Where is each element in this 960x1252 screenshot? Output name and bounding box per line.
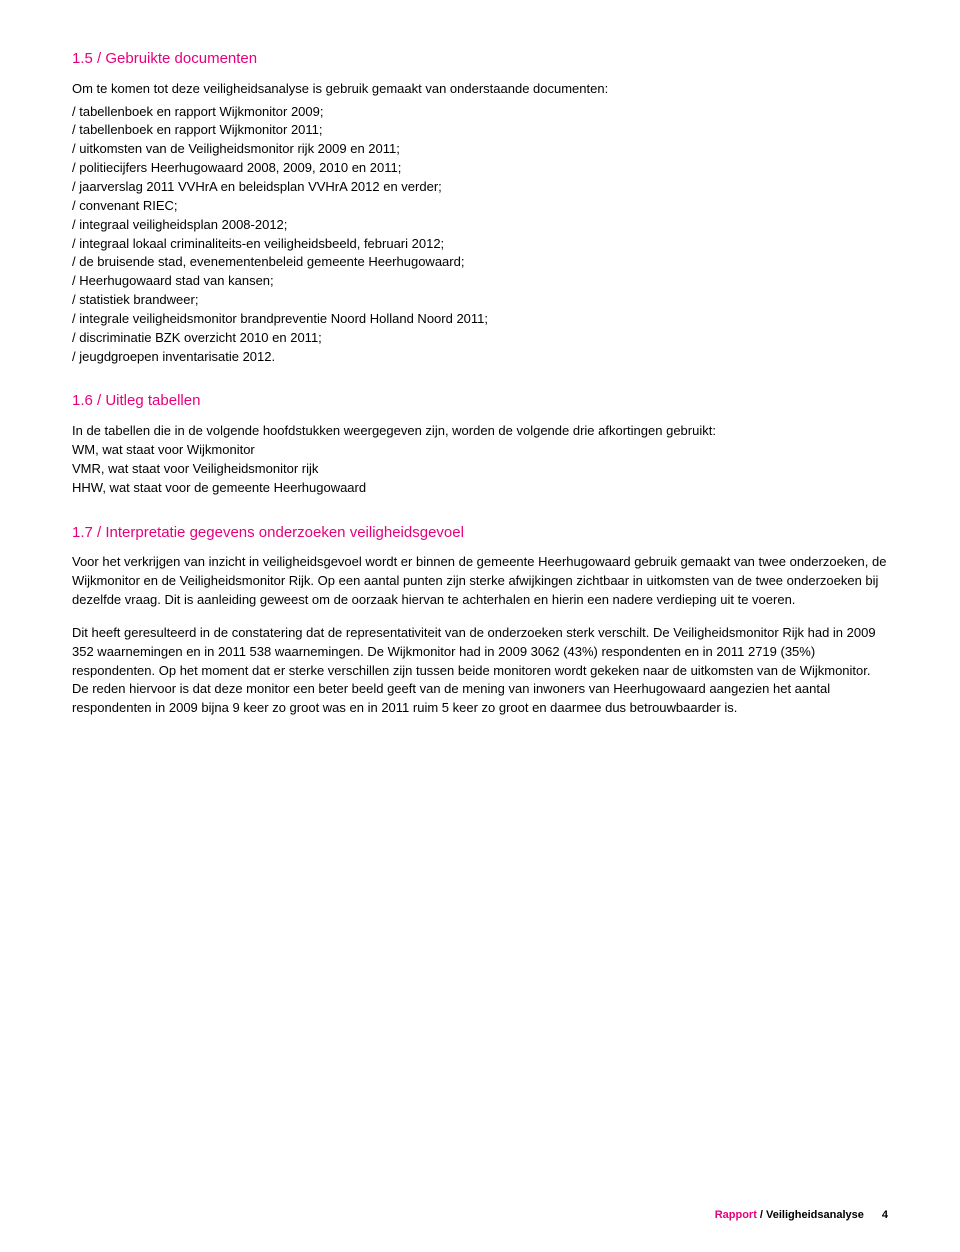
list-item: de bruisende stad, evenementenbeleid gem… <box>72 253 888 272</box>
body-paragraph: Dit heeft geresulteerd in de constaterin… <box>72 624 888 718</box>
list-item: convenant RIEC; <box>72 197 888 216</box>
list-item: tabellenboek en rapport Wijkmonitor 2011… <box>72 121 888 140</box>
body-paragraph: Voor het verkrijgen van inzicht in veili… <box>72 553 888 610</box>
list-item: integraal veiligheidsplan 2008-2012; <box>72 216 888 235</box>
section-intro: Om te komen tot deze veiligheidsanalyse … <box>72 80 888 99</box>
section-uitleg-tabellen: 1.6 / Uitleg tabellen In de tabellen die… <box>72 390 888 497</box>
document-list: tabellenboek en rapport Wijkmonitor 2009… <box>72 103 888 367</box>
list-item: uitkomsten van de Veiligheidsmonitor rij… <box>72 140 888 159</box>
list-item: jeugdgroepen inventarisatie 2012. <box>72 348 888 367</box>
list-item: jaarverslag 2011 VVHrA en beleidsplan VV… <box>72 178 888 197</box>
definition-line: VMR, wat staat voor Veiligheidsmonitor r… <box>72 460 888 479</box>
section-heading: 1.7 / Interpretatie gegevens onderzoeken… <box>72 522 888 544</box>
list-item: Heerhugowaard stad van kansen; <box>72 272 888 291</box>
section-gebruikte-documenten: 1.5 / Gebruikte documenten Om te komen t… <box>72 48 888 366</box>
section-heading: 1.6 / Uitleg tabellen <box>72 390 888 412</box>
definition-line: HHW, wat staat voor de gemeente Heerhugo… <box>72 479 888 498</box>
list-item: tabellenboek en rapport Wijkmonitor 2009… <box>72 103 888 122</box>
list-item: integraal lokaal criminaliteits-en veili… <box>72 235 888 254</box>
footer-title: Veiligheidsanalyse <box>766 1209 864 1221</box>
page-footer: Rapport / Veiligheidsanalyse 4 <box>715 1208 888 1224</box>
footer-page-number: 4 <box>882 1209 888 1221</box>
footer-label: Rapport <box>715 1209 757 1221</box>
list-item: discriminatie BZK overzicht 2010 en 2011… <box>72 329 888 348</box>
list-item: integrale veiligheidsmonitor brandpreven… <box>72 310 888 329</box>
list-item: statistiek brandweer; <box>72 291 888 310</box>
footer-separator: / <box>757 1209 766 1221</box>
section-interpretatie: 1.7 / Interpretatie gegevens onderzoeken… <box>72 522 888 719</box>
list-item: politiecijfers Heerhugowaard 2008, 2009,… <box>72 159 888 178</box>
section-heading: 1.5 / Gebruikte documenten <box>72 48 888 70</box>
definition-line: WM, wat staat voor Wijkmonitor <box>72 441 888 460</box>
section-intro: In de tabellen die in de volgende hoofds… <box>72 422 888 441</box>
